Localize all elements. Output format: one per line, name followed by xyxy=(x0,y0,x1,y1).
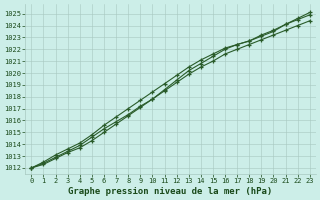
X-axis label: Graphe pression niveau de la mer (hPa): Graphe pression niveau de la mer (hPa) xyxy=(68,187,273,196)
